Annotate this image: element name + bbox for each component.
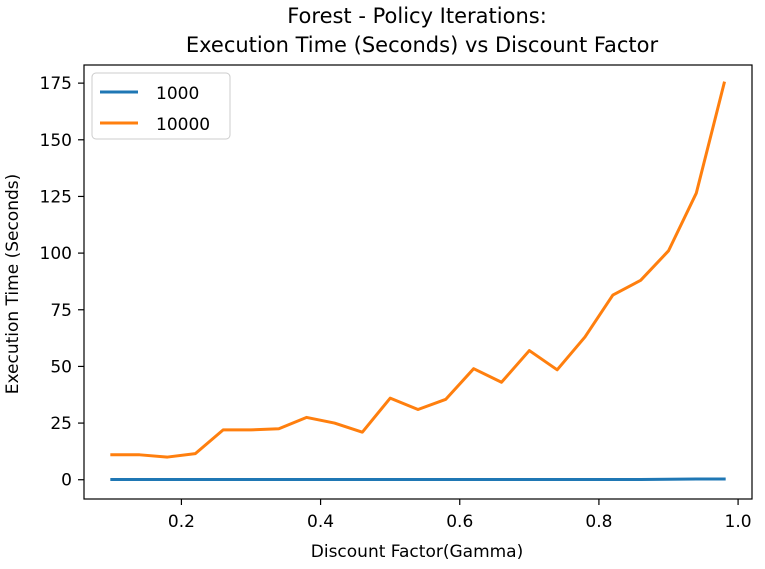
legend-label: 1000 [156, 84, 199, 104]
x-tick-label: 0.8 [585, 512, 612, 532]
series-line-10000 [110, 81, 726, 459]
chart-title: Forest - Policy Iterations: [287, 4, 547, 28]
y-axis-label: Execution Time (Seconds) [3, 174, 23, 395]
axes-frame [83, 64, 753, 500]
plot-area: 0.2 0.4 0.6 0.8 1.0 0 25 50 75 100 125 150 175 [40, 64, 753, 532]
x-tick-label: 0.4 [307, 512, 334, 532]
x-tick-label: 0.6 [446, 512, 473, 532]
legend-label: 10000 [156, 115, 210, 135]
y-tick-label: 125 [40, 187, 72, 207]
y-tick-label: 150 [40, 131, 72, 151]
y-tick-label: 0 [61, 471, 72, 491]
chart-subtitle: Execution Time (Seconds) vs Discount Fac… [186, 33, 659, 57]
x-axis-label: Discount Factor(Gamma) [311, 542, 523, 562]
y-tick-label: 100 [40, 244, 72, 264]
y-tick-label: 50 [50, 357, 72, 377]
y-tick-label: 175 [40, 74, 72, 94]
x-tick-label: 1.0 [725, 512, 752, 532]
y-tick-label: 75 [50, 301, 72, 321]
y-tick-label: 25 [50, 414, 72, 434]
x-tick-label: 0.2 [168, 512, 195, 532]
legend: 1000 10000 [91, 72, 231, 140]
